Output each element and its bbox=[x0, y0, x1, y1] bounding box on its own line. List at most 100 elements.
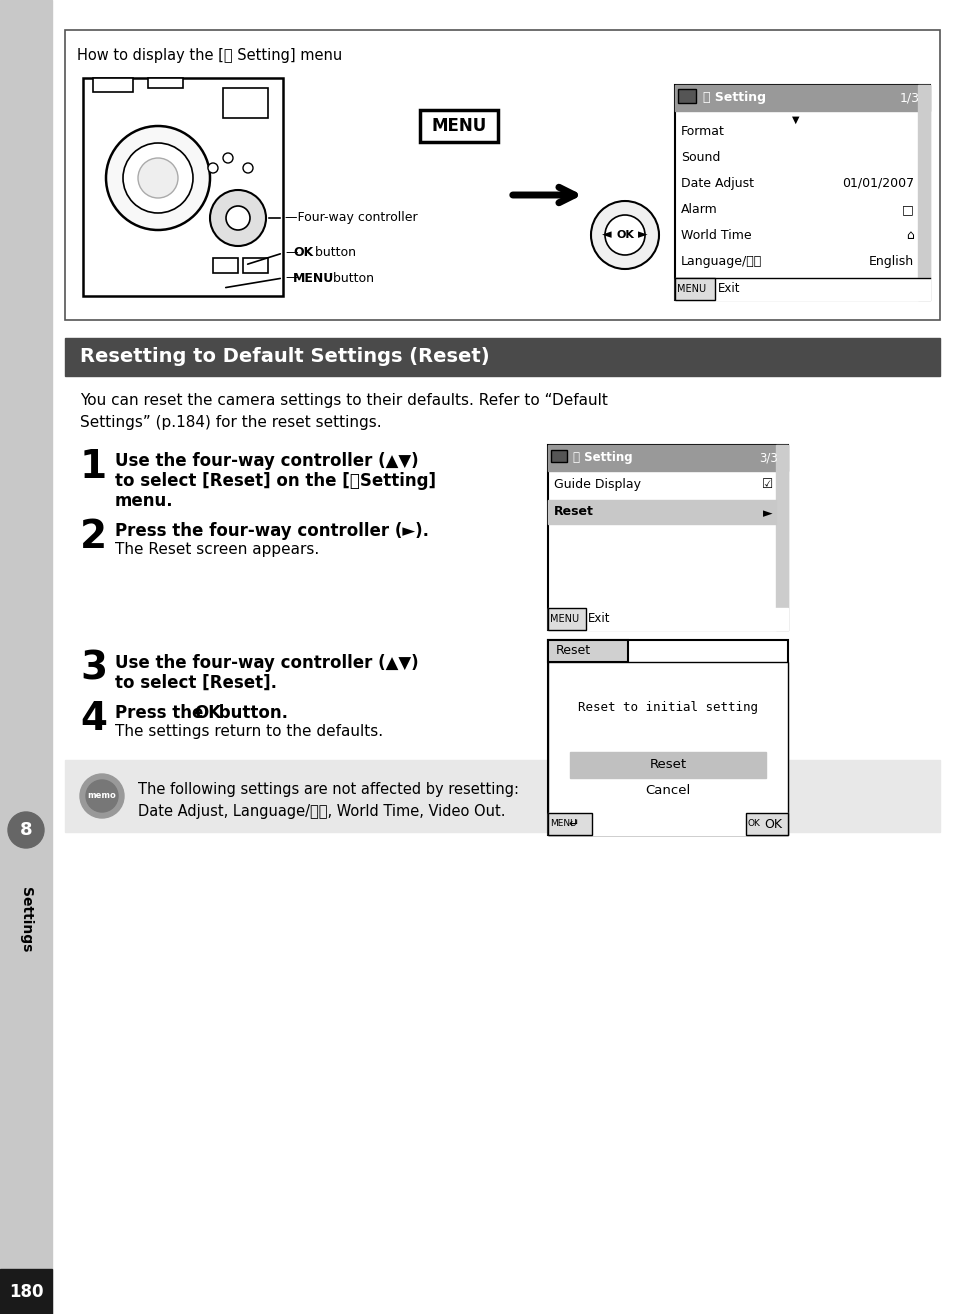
Text: World Time: World Time bbox=[680, 229, 751, 242]
Circle shape bbox=[210, 191, 266, 246]
Text: to select [Reset].: to select [Reset]. bbox=[115, 674, 276, 692]
Text: ⤶ Setting: ⤶ Setting bbox=[702, 92, 765, 105]
Bar bbox=[775, 445, 787, 629]
Bar bbox=[569, 752, 765, 778]
Bar bbox=[65, 759, 939, 832]
Text: button: button bbox=[329, 272, 374, 285]
Text: ►: ► bbox=[638, 229, 647, 242]
Bar bbox=[675, 85, 929, 300]
Bar bbox=[243, 258, 268, 273]
Text: 1/3: 1/3 bbox=[899, 92, 919, 105]
Bar bbox=[547, 662, 787, 834]
Bar bbox=[547, 445, 787, 629]
Text: —: — bbox=[285, 247, 297, 259]
Text: Use the four-way controller (▲▼): Use the four-way controller (▲▼) bbox=[115, 654, 418, 671]
Bar bbox=[547, 608, 585, 629]
Text: Settings: Settings bbox=[19, 887, 33, 953]
Bar bbox=[0, 1269, 52, 1314]
Text: to select [Reset] on the [⤶Setting]: to select [Reset] on the [⤶Setting] bbox=[115, 472, 436, 490]
Text: 8: 8 bbox=[20, 821, 32, 840]
Circle shape bbox=[243, 163, 253, 173]
Text: 01/01/2007: 01/01/2007 bbox=[841, 177, 913, 191]
Bar bbox=[547, 813, 592, 834]
Bar bbox=[675, 279, 714, 300]
Text: Reset: Reset bbox=[556, 644, 591, 657]
Text: MENU: MENU bbox=[550, 820, 576, 829]
Bar bbox=[547, 640, 787, 834]
Circle shape bbox=[226, 206, 250, 230]
Text: □: □ bbox=[902, 202, 913, 215]
Text: You can reset the camera settings to their defaults. Refer to “Default: You can reset the camera settings to the… bbox=[80, 393, 607, 409]
Text: Reset: Reset bbox=[649, 758, 686, 771]
Text: OK: OK bbox=[293, 247, 313, 259]
Bar bbox=[917, 85, 929, 300]
Bar bbox=[83, 78, 283, 296]
Text: Language/言語: Language/言語 bbox=[680, 255, 761, 268]
Text: 1: 1 bbox=[80, 448, 107, 486]
Text: Reset to initial setting: Reset to initial setting bbox=[578, 702, 758, 715]
Text: ►: ► bbox=[762, 507, 772, 520]
Text: Date Adjust: Date Adjust bbox=[680, 177, 753, 191]
Text: Press the: Press the bbox=[115, 704, 209, 721]
Circle shape bbox=[138, 158, 178, 198]
Text: OK: OK bbox=[193, 704, 221, 721]
Text: MENU: MENU bbox=[431, 117, 486, 135]
Bar bbox=[678, 89, 696, 102]
Text: ▼: ▼ bbox=[791, 116, 799, 125]
Circle shape bbox=[86, 781, 118, 812]
Bar bbox=[675, 279, 929, 300]
Text: 180: 180 bbox=[9, 1282, 43, 1301]
Text: OK: OK bbox=[616, 230, 634, 240]
Circle shape bbox=[590, 201, 659, 269]
Circle shape bbox=[604, 215, 644, 255]
Bar bbox=[675, 85, 929, 110]
Text: —Four-way controller: —Four-way controller bbox=[285, 212, 417, 225]
Bar bbox=[745, 813, 787, 834]
Bar bbox=[547, 813, 787, 834]
Circle shape bbox=[80, 774, 124, 819]
Text: MENU: MENU bbox=[677, 284, 705, 294]
Text: Use the four-way controller (▲▼): Use the four-way controller (▲▼) bbox=[115, 452, 418, 470]
Text: OK: OK bbox=[747, 820, 760, 829]
Text: Resetting to Default Settings (Reset): Resetting to Default Settings (Reset) bbox=[80, 347, 489, 367]
Text: How to display the [⤶ Setting] menu: How to display the [⤶ Setting] menu bbox=[77, 49, 342, 63]
Text: Date Adjust, Language/言語, World Time, Video Out.: Date Adjust, Language/言語, World Time, Vi… bbox=[138, 804, 505, 819]
Text: Format: Format bbox=[680, 125, 724, 138]
Bar bbox=[223, 88, 268, 118]
Text: button: button bbox=[311, 247, 355, 259]
Text: Sound: Sound bbox=[680, 151, 720, 164]
Text: Alarm: Alarm bbox=[680, 202, 717, 215]
Circle shape bbox=[8, 812, 44, 848]
Bar bbox=[148, 78, 183, 88]
Text: Guide Display: Guide Display bbox=[554, 478, 640, 491]
Text: Exit: Exit bbox=[718, 283, 740, 296]
Text: The Reset screen appears.: The Reset screen appears. bbox=[115, 541, 319, 557]
Text: Reset: Reset bbox=[554, 505, 594, 518]
Circle shape bbox=[106, 126, 210, 230]
Text: button.: button. bbox=[213, 704, 288, 721]
Bar bbox=[65, 338, 939, 376]
Text: The settings return to the defaults.: The settings return to the defaults. bbox=[115, 724, 383, 738]
Text: menu.: menu. bbox=[115, 491, 173, 510]
Text: OK: OK bbox=[763, 817, 781, 830]
Text: memo: memo bbox=[88, 791, 116, 800]
Text: ⌂: ⌂ bbox=[905, 229, 913, 242]
Text: MENU: MENU bbox=[550, 614, 578, 624]
Text: ☑: ☑ bbox=[761, 478, 773, 491]
Text: 4: 4 bbox=[80, 700, 107, 738]
Bar bbox=[547, 445, 787, 470]
Text: ◄: ◄ bbox=[601, 229, 611, 242]
Text: Exit: Exit bbox=[587, 612, 610, 625]
Bar bbox=[547, 608, 787, 629]
Bar bbox=[551, 449, 566, 463]
Circle shape bbox=[123, 143, 193, 213]
Text: Press the four-way controller (►).: Press the four-way controller (►). bbox=[115, 522, 429, 540]
Text: 2: 2 bbox=[80, 518, 107, 556]
Text: —: — bbox=[285, 272, 297, 285]
Bar bbox=[92, 78, 132, 92]
Text: English: English bbox=[868, 255, 913, 268]
Circle shape bbox=[223, 152, 233, 163]
Text: 3: 3 bbox=[80, 650, 107, 689]
Bar bbox=[547, 501, 775, 524]
Text: ⤶ Setting: ⤶ Setting bbox=[573, 452, 632, 465]
